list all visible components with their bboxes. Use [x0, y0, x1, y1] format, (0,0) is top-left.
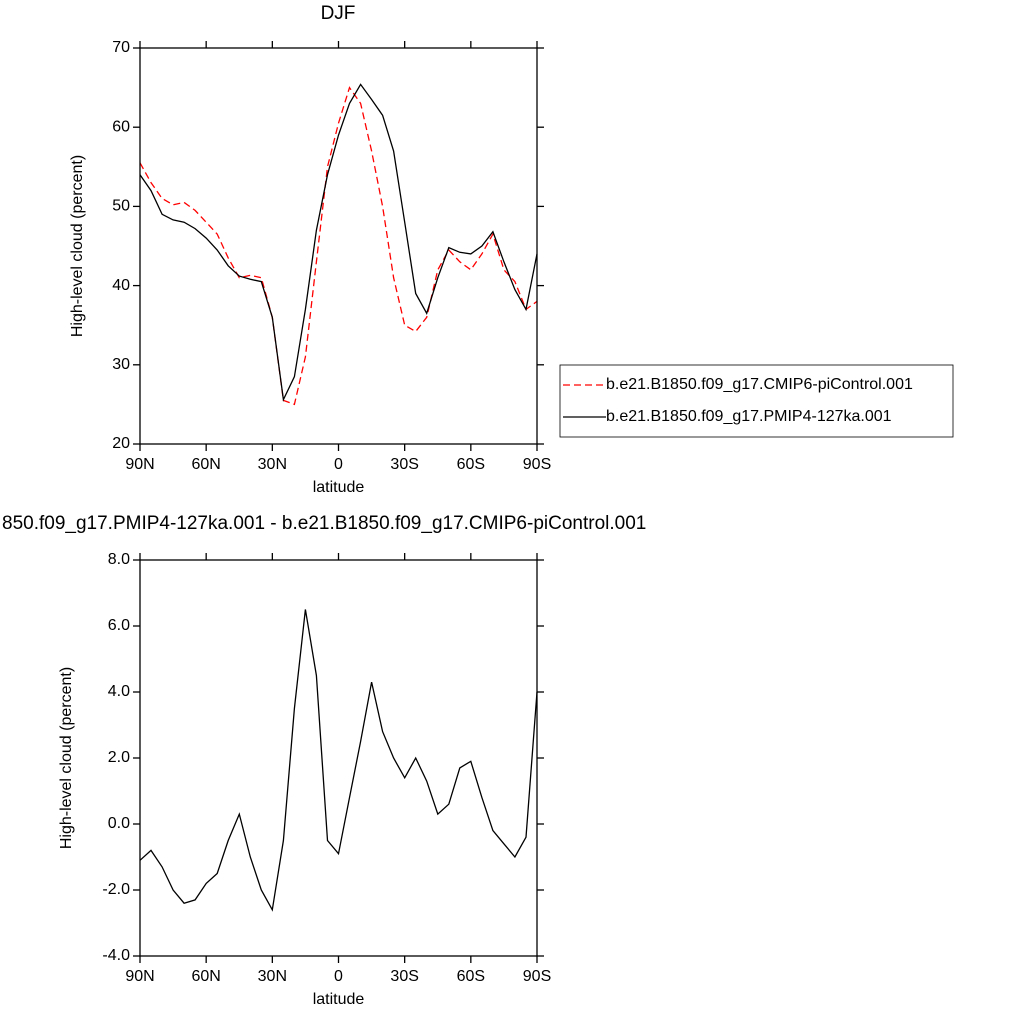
x-tick-label: 30S [390, 456, 418, 473]
legend-label: b.e21.B1850.f09_g17.PMIP4-127ka.001 [606, 408, 892, 425]
y-tick-label: 0.0 [108, 815, 130, 832]
legend-box [559, 364, 954, 438]
x-axis-label: latitude [313, 479, 365, 496]
y-tick-label: 4.0 [108, 683, 130, 700]
x-tick-label: 60N [191, 968, 220, 985]
x-tick-label: 90S [523, 456, 551, 473]
plot-frame [139, 47, 538, 445]
y-tick-label: 8.0 [108, 551, 130, 568]
x-tick-label: 90N [125, 456, 154, 473]
y-tick-label: 6.0 [108, 617, 130, 634]
x-tick-label: 0 [334, 456, 343, 473]
x-tick-label: 60S [457, 968, 485, 985]
x-tick-label: 0 [334, 968, 343, 985]
x-tick-label: 30N [258, 968, 287, 985]
y-tick-label: 50 [112, 198, 130, 215]
y-tick-label: -4.0 [102, 947, 130, 964]
y-tick-label: 60 [112, 118, 130, 135]
chart-title: DJF [321, 3, 356, 24]
y-tick-label: 30 [112, 356, 130, 373]
y-tick-label: 2.0 [108, 749, 130, 766]
x-tick-label: 90S [523, 968, 551, 985]
legend-label: b.e21.B1850.f09_g17.CMIP6-piControl.001 [606, 376, 913, 393]
x-axis-label: latitude [313, 991, 365, 1008]
y-tick-label: 20 [112, 435, 130, 452]
data-line [139, 83, 538, 402]
x-tick-label: 90N [125, 968, 154, 985]
y-axis-label: High-level cloud (percent) [69, 155, 86, 337]
plot-frame [139, 559, 538, 957]
x-tick-label: 60S [457, 456, 485, 473]
chart-title: 850.f09_g17.PMIP4-127ka.001 - b.e21.B185… [2, 513, 646, 534]
x-tick-label: 60N [191, 456, 220, 473]
data-line [139, 609, 538, 912]
y-tick-label: 40 [112, 277, 130, 294]
y-tick-label: -2.0 [102, 881, 130, 898]
x-tick-label: 30S [390, 968, 418, 985]
y-axis-label: High-level cloud (percent) [58, 667, 75, 849]
data-line [139, 86, 538, 406]
x-tick-label: 30N [258, 456, 287, 473]
y-tick-label: 70 [112, 39, 130, 56]
